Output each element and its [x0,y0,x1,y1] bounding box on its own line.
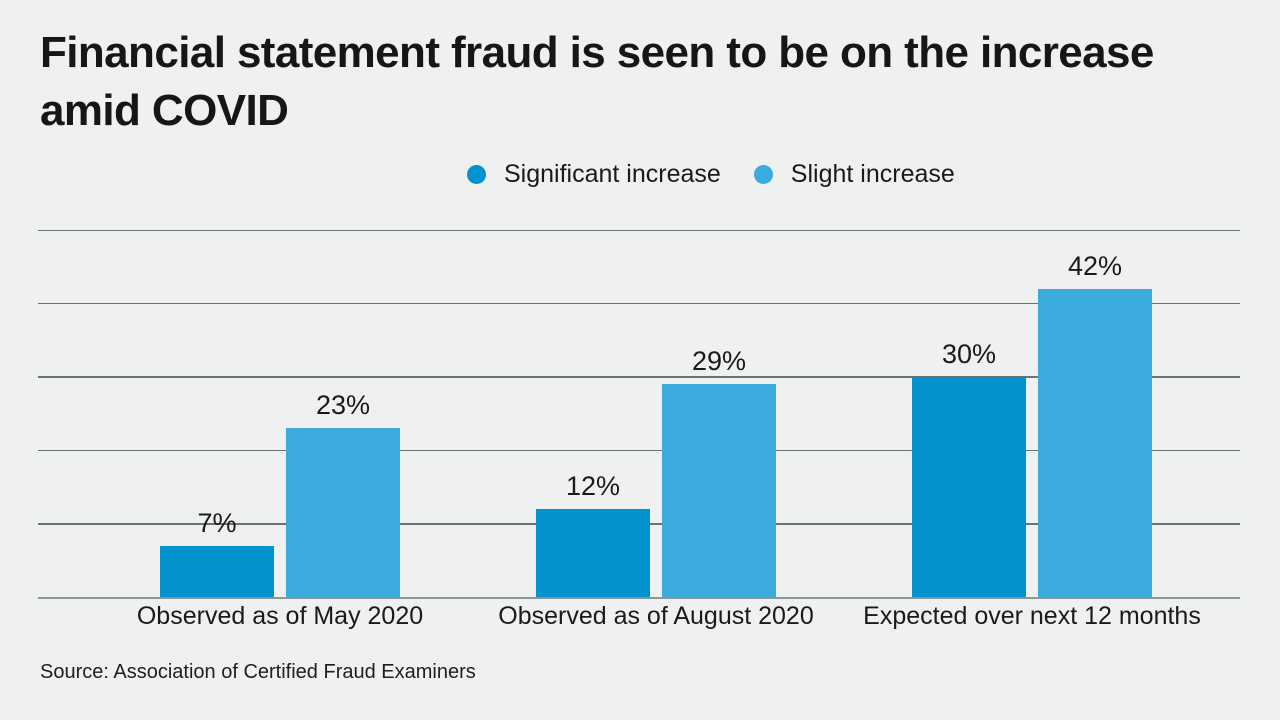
bar-slight-increase [286,428,400,597]
legend-dot-icon [467,165,486,184]
legend-label: Slight increase [790,160,955,188]
bar-value-label: 7% [197,508,237,538]
bar-value-label: 42% [1067,251,1123,281]
x-axis-line [38,596,1240,599]
bar-value-label: 12% [565,471,621,501]
bar-slight-increase [1038,289,1152,597]
source-attribution: Source: Association of Certified Fraud E… [40,661,476,683]
x-axis-labels: Observed as of May 2020 Observed as of Au… [0,601,1280,661]
x-axis-label: Observed as of May 2020 [136,602,424,630]
legend-item-slight-increase: Slight increase [753,160,955,189]
chart-title: Financial statement fraud is seen to be … [40,28,1154,136]
x-axis-label: Expected over next 12 months [863,602,1201,630]
bar-significant-increase [160,546,274,597]
legend: Significant increase Slight increase [467,160,955,189]
bar-value-label: 29% [691,346,747,376]
bar-value-label: 23% [315,390,371,420]
gridline [38,376,1240,378]
gridline [38,229,1240,231]
bar-significant-increase [536,509,650,597]
x-axis-label: Observed as of August 2020 [498,602,814,630]
bar-value-label: 30% [941,339,997,369]
bar-slight-increase [662,384,776,597]
legend-item-significant-increase: Significant increase [467,160,721,189]
bar-significant-increase [912,377,1026,597]
legend-label: Significant increase [504,160,721,188]
plot-area: 7% 23% 12% 29% 30% 42% [38,229,1240,599]
gridline [38,302,1240,305]
gridline [38,449,1240,452]
legend-dot-icon [753,165,773,184]
